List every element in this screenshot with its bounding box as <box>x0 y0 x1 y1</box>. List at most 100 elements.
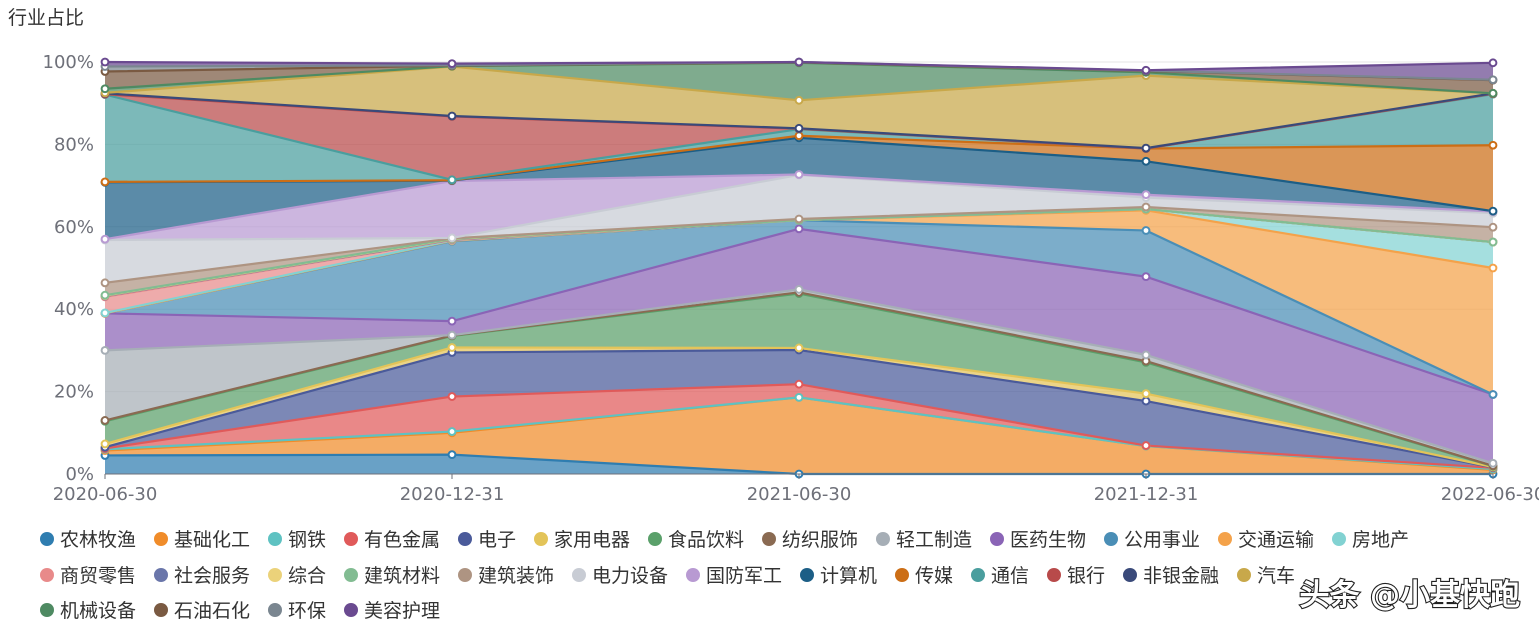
data-point-机械设备[interactable] <box>100 84 110 94</box>
data-point-建筑装饰[interactable] <box>1488 222 1498 232</box>
data-point-建筑材料[interactable] <box>100 290 110 300</box>
legend-item[interactable]: 计算机 <box>800 565 877 587</box>
data-point-计算机[interactable] <box>1141 156 1151 166</box>
data-point-非银金融[interactable] <box>794 123 804 133</box>
legend-item[interactable]: 美容护理 <box>344 600 440 622</box>
legend-item[interactable]: 银行 <box>1047 565 1105 587</box>
data-point-轻工制造[interactable] <box>794 285 804 294</box>
data-point-医药生物[interactable] <box>447 316 457 326</box>
legend-swatch <box>534 532 548 546</box>
data-point-家用电器[interactable] <box>1141 389 1151 399</box>
legend-label: 食品饮料 <box>668 529 744 551</box>
legend-item[interactable]: 传媒 <box>895 565 953 587</box>
legend-item[interactable]: 食品饮料 <box>648 529 744 551</box>
legend-swatch <box>344 568 358 582</box>
data-point-国防军工[interactable] <box>794 170 804 179</box>
data-point-建筑装饰[interactable] <box>794 214 804 224</box>
data-point-钢铁[interactable] <box>447 427 457 436</box>
data-point-公用事业[interactable] <box>1141 226 1151 235</box>
data-point-轻工制造[interactable] <box>447 330 457 340</box>
data-point-农林牧渔[interactable] <box>447 450 457 460</box>
legend-item[interactable]: 通信 <box>971 565 1029 587</box>
area-基础化工 <box>105 397 1493 474</box>
legend-item[interactable]: 房地产 <box>1332 529 1409 551</box>
data-point-钢铁[interactable] <box>794 392 804 402</box>
legend-label: 医药生物 <box>1010 529 1086 551</box>
legend-item[interactable]: 纺织服饰 <box>762 529 858 551</box>
data-point-汽车[interactable] <box>794 95 804 105</box>
data-point-国防军工[interactable] <box>1141 190 1151 200</box>
data-point-电力设备[interactable] <box>447 233 457 243</box>
legend-label: 通信 <box>991 565 1029 587</box>
data-point-有色金属[interactable] <box>1141 441 1151 450</box>
legend-label: 机械设备 <box>60 600 136 622</box>
legend-item[interactable]: 农林牧渔 <box>40 529 136 551</box>
data-point-通信[interactable] <box>447 175 457 185</box>
data-point-机械设备[interactable] <box>1488 88 1498 98</box>
data-point-美容护理[interactable] <box>100 57 110 67</box>
data-point-家用电器[interactable] <box>794 343 804 353</box>
data-point-国防军工[interactable] <box>100 234 110 244</box>
legend-item[interactable]: 电力设备 <box>572 565 668 587</box>
legend-item[interactable]: 基础化工 <box>154 529 250 551</box>
data-point-美容护理[interactable] <box>1141 65 1151 75</box>
data-point-轻工制造[interactable] <box>100 346 110 355</box>
data-point-美容护理[interactable] <box>1488 58 1498 68</box>
data-point-有色金属[interactable] <box>794 379 804 389</box>
data-point-公用事业[interactable] <box>1488 390 1498 399</box>
data-point-电子[interactable] <box>1141 396 1151 406</box>
data-point-传媒[interactable] <box>100 177 110 187</box>
data-point-建筑装饰[interactable] <box>1141 202 1151 212</box>
data-point-非银金融[interactable] <box>1141 143 1151 153</box>
legend-label: 基础化工 <box>174 529 250 551</box>
data-point-交通运输[interactable] <box>1488 263 1498 273</box>
data-point-房地产[interactable] <box>100 308 110 318</box>
legend-item[interactable]: 机械设备 <box>40 600 136 622</box>
legend-item[interactable]: 建筑装饰 <box>458 565 554 587</box>
legend-item[interactable]: 电子 <box>458 529 516 551</box>
data-point-轻工制造[interactable] <box>1488 458 1498 468</box>
data-point-建筑装饰[interactable] <box>100 278 110 288</box>
legend-item[interactable]: 综合 <box>268 565 326 587</box>
legend-label: 非银金融 <box>1143 565 1219 587</box>
data-point-医药生物[interactable] <box>1141 272 1151 282</box>
x-tick-label: 2021-12-31 <box>1094 484 1199 505</box>
legend-item[interactable]: 交通运输 <box>1218 529 1314 551</box>
legend-item[interactable]: 非银金融 <box>1123 565 1219 587</box>
legend-item[interactable]: 石油石化 <box>154 600 250 622</box>
legend-item[interactable]: 公用事业 <box>1104 529 1200 551</box>
legend-item[interactable]: 家用电器 <box>534 529 630 551</box>
legend-item[interactable]: 建筑材料 <box>344 565 440 587</box>
legend-swatch <box>344 532 358 546</box>
legend-item[interactable]: 医药生物 <box>990 529 1086 551</box>
data-point-传媒[interactable] <box>1488 140 1498 150</box>
data-point-美容护理[interactable] <box>794 57 804 67</box>
legend-swatch <box>895 568 909 582</box>
data-point-医药生物[interactable] <box>794 224 804 234</box>
legend-item[interactable]: 商贸零售 <box>40 565 136 587</box>
data-point-非银金融[interactable] <box>447 111 457 121</box>
legend-item[interactable]: 轻工制造 <box>876 529 972 551</box>
data-point-轻工制造[interactable] <box>1141 350 1151 360</box>
legend-item[interactable]: 国防军工 <box>686 565 782 587</box>
legend-swatch <box>1123 568 1137 582</box>
legend-item[interactable]: 汽车 <box>1237 565 1295 587</box>
data-point-家用电器[interactable] <box>100 439 110 449</box>
area-国防军工 <box>105 174 1493 240</box>
legend-item[interactable]: 社会服务 <box>154 565 250 587</box>
legend-item[interactable]: 有色金属 <box>344 529 440 551</box>
legend-label: 石油石化 <box>174 600 250 622</box>
legend-label: 房地产 <box>1352 529 1409 551</box>
data-point-家用电器[interactable] <box>447 343 457 352</box>
legend-item[interactable]: 钢铁 <box>268 529 326 551</box>
data-point-建筑材料[interactable] <box>1488 237 1498 247</box>
data-point-环保[interactable] <box>1488 75 1498 85</box>
data-point-有色金属[interactable] <box>447 392 457 401</box>
legend-label: 汽车 <box>1257 565 1295 587</box>
legend-item[interactable]: 环保 <box>268 600 326 622</box>
legend-label: 社会服务 <box>174 565 250 587</box>
data-point-美容护理[interactable] <box>447 59 457 69</box>
data-point-纺织服饰[interactable] <box>100 416 110 425</box>
data-point-计算机[interactable] <box>1488 206 1498 216</box>
